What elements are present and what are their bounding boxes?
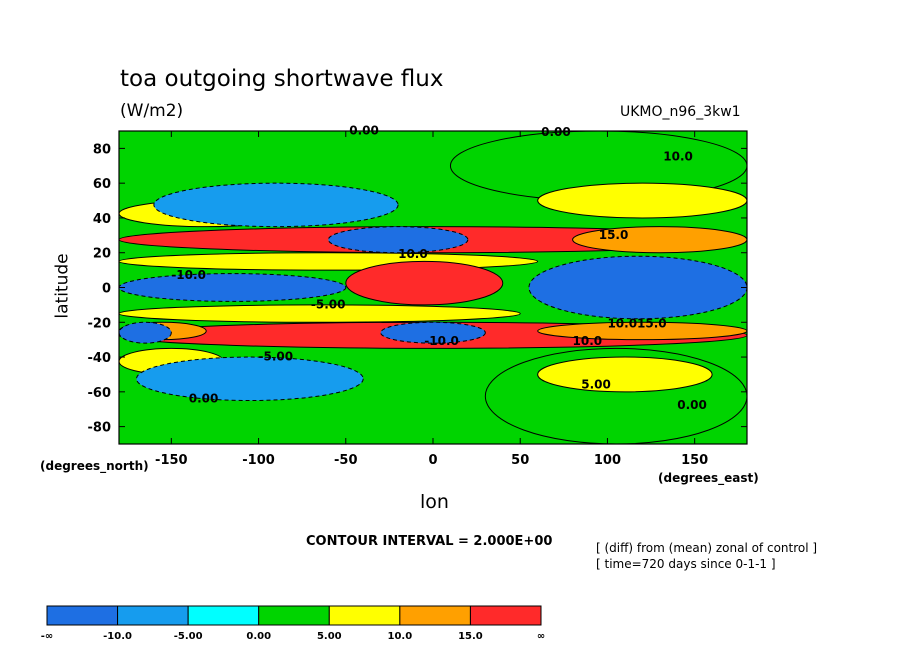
- contour-label-12: 0.00: [189, 391, 219, 405]
- field-region-14: [153, 182, 399, 228]
- colorbar-label-6: 15.0: [458, 631, 483, 642]
- note-time: [ time=720 days since 0-1-1 ]: [596, 557, 776, 571]
- x-tick-label-2: -50: [334, 453, 358, 468]
- x-tick-label-1: -100: [242, 453, 275, 468]
- colorbar-label-0: -∞: [41, 631, 53, 642]
- y-tick-label-4: 0: [102, 282, 111, 297]
- field-region-18: [380, 321, 486, 344]
- x-axis-unit: (degrees_east): [658, 471, 759, 485]
- x-tick-label-4: 50: [511, 453, 529, 468]
- x-tick-label-5: 100: [594, 453, 621, 468]
- y-tick-label-3: 20: [93, 247, 111, 262]
- chart-title: toa outgoing shortwave flux: [120, 66, 444, 92]
- y-tick-label-0: 80: [93, 142, 111, 157]
- colorbar-label-5: 10.0: [388, 631, 413, 642]
- colorbar-label-4: 5.00: [317, 631, 342, 642]
- contour-label-10: -5.00: [259, 350, 294, 364]
- colorbar-swatch-5: [399, 605, 471, 626]
- contour-label-3: 10.0: [398, 247, 428, 261]
- colorbar-label-3: 0.00: [246, 631, 271, 642]
- x-axis-label: lon: [420, 491, 449, 513]
- x-tick-label-0: -150: [155, 453, 188, 468]
- contour-interval: CONTOUR INTERVAL = 2.000E+00: [306, 534, 553, 549]
- y-tick-label-6: -40: [88, 351, 112, 366]
- field-region-16: [537, 182, 747, 219]
- colorbar-swatch-1: [117, 605, 189, 626]
- contour-label-4: -10.0: [171, 268, 206, 282]
- field-region-3: [119, 304, 521, 323]
- colorbar-label-7: ∞: [537, 631, 545, 642]
- field-region-4: [119, 273, 347, 302]
- contour-label-5: -5.00: [311, 297, 346, 311]
- colorbar-swatch-6: [469, 605, 542, 626]
- colorbar-swatch-2: [187, 605, 260, 626]
- x-tick-label-3: 0: [428, 453, 437, 468]
- contour-label-13: 0.00: [677, 398, 707, 412]
- contour-label-6: 15.0: [599, 228, 629, 242]
- colorbar-swatch-0: [46, 605, 119, 626]
- field-region-5: [345, 260, 504, 306]
- contour-label-7: 10.015.0: [607, 316, 666, 330]
- contour-label-1: 0.00: [541, 125, 571, 139]
- colorbar-label-2: -5.00: [174, 631, 203, 642]
- field-region-20: [327, 226, 469, 254]
- colorbar-swatch-4: [328, 605, 401, 626]
- y-axis-unit: (degrees_north): [40, 459, 149, 473]
- colorbar-label-1: -10.0: [103, 631, 132, 642]
- colorbar-swatch-3: [258, 605, 330, 626]
- y-tick-label-8: -80: [88, 421, 112, 436]
- y-tick-label-2: 40: [93, 212, 111, 227]
- field-region-19: [119, 321, 172, 344]
- field-region-17: [537, 356, 713, 393]
- contour-label-9: 10.0: [573, 334, 603, 348]
- y-tick-label-7: -60: [88, 386, 112, 401]
- field-region-6: [528, 255, 747, 320]
- field-regions: [119, 131, 747, 444]
- chart-units: (W/m2): [120, 101, 184, 121]
- contour-label-8: -10.0: [424, 334, 459, 348]
- x-tick-label-6: 150: [681, 453, 708, 468]
- field-region-15: [135, 356, 364, 402]
- contour-label-2: 10.0: [663, 150, 693, 164]
- y-tick-label-5: -20: [88, 316, 112, 331]
- note-diff: [ (diff) from (mean) zonal of control ]: [596, 541, 818, 555]
- contour-label-11: 5.00: [581, 377, 611, 391]
- y-tick-label-1: 60: [93, 177, 111, 192]
- model-name: UKMO_n96_3kw1: [620, 104, 741, 120]
